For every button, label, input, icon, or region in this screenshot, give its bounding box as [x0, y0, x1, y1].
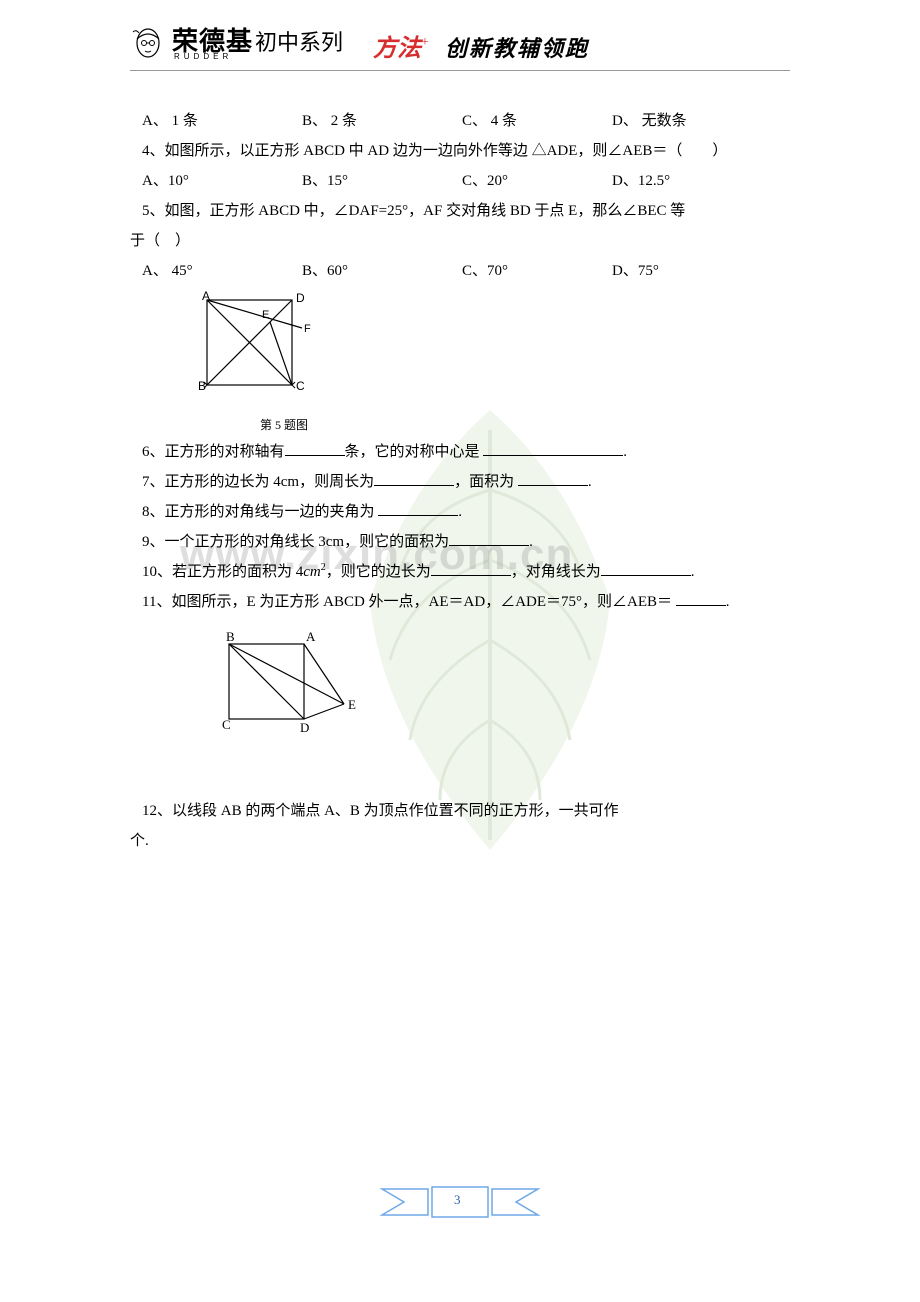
q5-diagram: A D B C E F — [192, 290, 322, 400]
q6-p2: 条，它的对称中心是 — [345, 444, 480, 460]
q5-line1: 5、如图，正方形 ABCD 中，∠DAF=25°，AF 交对角线 BD 于点 E… — [142, 196, 782, 226]
q6-blank1 — [285, 440, 345, 457]
q4-text: 4、如图所示，以正方形 ABCD 中 AD 边为一边向外作等边 △ADE，则∠A… — [142, 136, 782, 166]
brand-sub: 初中系列 — [255, 32, 343, 54]
q3-optC: C、 4 条 — [462, 106, 612, 136]
q11-diagram: B A C D E — [214, 629, 364, 739]
q7-blank2 — [518, 470, 588, 487]
q5-line2: 于（ ） — [130, 226, 782, 256]
q11-label-D: D — [300, 720, 309, 735]
q7-blank1 — [374, 470, 454, 487]
q6-p1: 6、正方形的对称轴有 — [142, 444, 285, 460]
q3-options: A、 1 条 B、 2 条 C、 4 条 D、 无数条 — [142, 106, 782, 136]
q11-figure: B A C D E — [214, 629, 782, 750]
q12-line1: 12、以线段 AB 的两个端点 A、B 为顶点作位置不同的正方形，一共可作 — [142, 796, 782, 826]
q11: 11、如图所示，E 为正方形 ABCD 外一点，AE＝AD，∠ADE＝75°，则… — [142, 587, 782, 617]
q9: 9、一个正方形的对角线长 3cm，则它的面积为. — [142, 527, 782, 557]
q5-label-D: D — [296, 291, 305, 305]
q9-p1: 9、一个正方形的对角线长 3cm，则它的面积为 — [142, 534, 449, 550]
q4-optC: C、20° — [462, 166, 612, 196]
q10-unit: cm — [303, 564, 321, 580]
q4-optD: D、12.5° — [612, 166, 670, 196]
q4-options: A、10° B、15° C、20° D、12.5° — [142, 166, 782, 196]
q6-p3: . — [623, 444, 627, 460]
q8-blank1 — [378, 500, 458, 517]
q11-label-C: C — [222, 717, 231, 732]
q5-figure: A D B C E F 第 5 题图 — [192, 290, 782, 437]
q8-p2: . — [458, 504, 462, 520]
q7-p1: 7、正方形的边长为 4cm，则周长为 — [142, 474, 374, 490]
page-number: 3 — [454, 1192, 461, 1208]
q5-caption: 第 5 题图 — [260, 413, 782, 437]
brand-ruby: RUDDER — [174, 53, 343, 61]
q5-label-B: B — [198, 379, 206, 393]
q5-label-E: E — [262, 309, 269, 321]
q10: 10、若正方形的面积为 4cm2，则它的边长为，对角线长为. — [142, 557, 782, 587]
q11-label-E: E — [348, 697, 356, 712]
q10-p1: 10、若正方形的面积为 4 — [142, 564, 303, 580]
q10-p2: ，则它的边长为 — [326, 564, 431, 580]
q7-p2: ，面积为 — [454, 474, 514, 490]
brand-logo-group: 荣德基 初中系列 RUDDER — [130, 25, 343, 65]
q3-optB: B、 2 条 — [302, 106, 462, 136]
q7-p3: . — [588, 474, 592, 490]
q9-p2: . — [529, 534, 533, 550]
q4-optB: B、15° — [302, 166, 462, 196]
q11-p2: . — [726, 594, 730, 610]
page-header: 荣德基 初中系列 RUDDER 方法 + 创新教辅领跑 — [130, 20, 790, 70]
q5-options: A、 45° B、60° C、70° D、75° — [142, 256, 782, 286]
q9-blank1 — [449, 530, 529, 547]
q10-p4: . — [691, 564, 695, 580]
q5-optC: C、70° — [462, 256, 612, 286]
q7: 7、正方形的边长为 4cm，则周长为 ，面积为 . — [142, 467, 782, 497]
q8-p1: 8、正方形的对角线与一边的夹角为 — [142, 504, 375, 520]
q12-line2: 个. — [130, 826, 782, 856]
q10-blank2 — [601, 560, 691, 577]
header-slogan: 方法 + 创新教辅领跑 — [373, 28, 589, 63]
q5-optB: B、60° — [302, 256, 462, 286]
q4-optA: A、10° — [142, 166, 302, 196]
q5-label-F: F — [304, 323, 311, 335]
q11-label-A: A — [306, 629, 316, 644]
slogan-red: 方法 — [373, 28, 421, 63]
brand-text-wrap: 荣德基 初中系列 RUDDER — [172, 29, 343, 61]
q5-optA: A、 45° — [142, 256, 302, 286]
q11-blank1 — [676, 590, 726, 607]
logo-face-icon — [130, 25, 166, 65]
q10-p3: ，对角线长为 — [511, 564, 601, 580]
q11-p1: 11、如图所示，E 为正方形 ABCD 外一点，AE＝AD，∠ADE＝75°，则… — [142, 594, 672, 610]
q5-label-A: A — [202, 290, 210, 303]
q11-label-B: B — [226, 629, 235, 644]
q8: 8、正方形的对角线与一边的夹角为 . — [142, 497, 782, 527]
q10-blank1 — [431, 560, 511, 577]
q3-optD: D、 无数条 — [612, 106, 687, 136]
q5-optD: D、75° — [612, 256, 659, 286]
slogan-black: 创新教辅领跑 — [445, 31, 589, 63]
q5-label-C: C — [296, 379, 305, 393]
slogan-plus-icon: + — [421, 35, 429, 51]
document-body: A、 1 条 B、 2 条 C、 4 条 D、 无数条 4、如图所示，以正方形 … — [142, 106, 782, 856]
q6: 6、正方形的对称轴有 条，它的对称中心是 . — [142, 437, 782, 467]
q3-optA: A、 1 条 — [142, 106, 302, 136]
q6-blank2 — [483, 440, 623, 457]
